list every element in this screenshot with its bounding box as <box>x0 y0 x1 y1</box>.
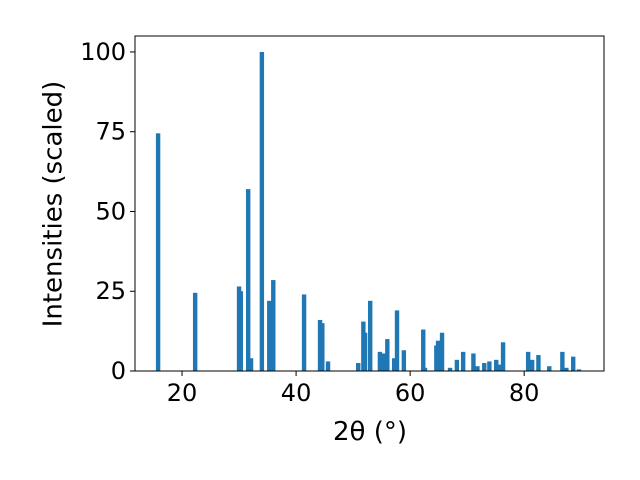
bar <box>248 358 254 371</box>
bar <box>271 280 276 371</box>
bar <box>401 350 407 371</box>
bar <box>547 366 552 371</box>
bar <box>381 353 386 371</box>
y-axis-label: Intensities (scaled) <box>39 81 69 328</box>
bar <box>487 361 492 371</box>
bar <box>320 323 325 371</box>
bar <box>525 351 531 371</box>
bar <box>325 361 331 371</box>
bar <box>377 351 383 371</box>
bar <box>560 351 565 371</box>
bar <box>267 300 272 371</box>
bar <box>317 319 323 371</box>
bar <box>496 364 502 371</box>
bar <box>155 133 161 371</box>
bar <box>475 366 480 371</box>
plot-frame <box>134 35 605 372</box>
bar <box>571 356 576 371</box>
bar <box>421 329 426 371</box>
bar <box>362 332 368 371</box>
bar <box>385 339 390 371</box>
x-tick-label: 80 <box>509 379 540 407</box>
bar <box>460 351 466 371</box>
x-tick-label: 20 <box>167 379 198 407</box>
bar <box>536 355 541 371</box>
x-tick-label: 40 <box>281 379 312 407</box>
bar <box>439 332 445 371</box>
y-tick-label: 0 <box>111 357 126 385</box>
bar <box>301 294 307 371</box>
bar <box>564 367 569 371</box>
bar <box>447 367 453 371</box>
bar <box>391 358 397 371</box>
y-tick-label: 50 <box>95 197 126 225</box>
bar <box>245 189 251 371</box>
bar <box>482 363 487 371</box>
bar <box>529 359 535 371</box>
bar <box>192 292 198 371</box>
bar <box>576 369 582 371</box>
x-tick-label: 60 <box>395 379 426 407</box>
bar <box>238 291 243 371</box>
bar <box>471 353 476 371</box>
y-tick-label: 25 <box>95 277 126 305</box>
y-tick-label: 100 <box>80 38 126 66</box>
bar <box>500 342 506 371</box>
bar <box>422 367 428 371</box>
bar <box>454 359 460 371</box>
bar <box>394 310 400 371</box>
x-axis-label: 2θ (°) <box>333 417 407 447</box>
bar <box>259 51 265 371</box>
bar <box>435 340 441 371</box>
y-tick-label: 75 <box>95 118 126 146</box>
bar <box>356 363 361 371</box>
bar <box>494 359 499 371</box>
bar <box>368 300 373 371</box>
